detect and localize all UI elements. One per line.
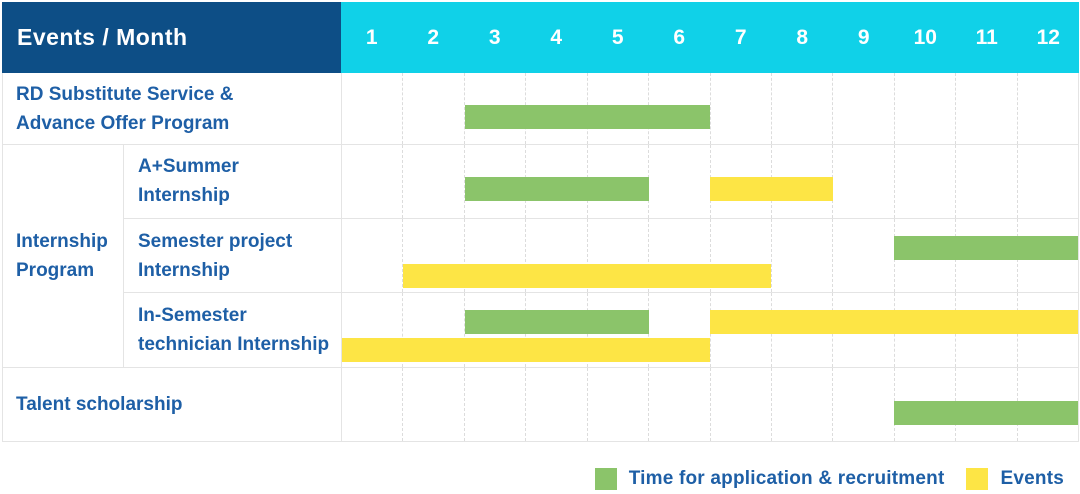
gantt-bar-application: [894, 235, 1078, 260]
row-grid: [342, 218, 1078, 293]
grid-cell: [893, 73, 955, 144]
gantt-bar-application: [464, 310, 649, 335]
grid-cell: [770, 368, 832, 441]
header-events-month: Events / Month: [2, 2, 341, 73]
grid-cell: [709, 368, 771, 441]
gantt-bar-event: [710, 310, 1078, 335]
row-talent-scholarship: Talent scholarship: [3, 368, 1078, 442]
grid-cell: [463, 368, 525, 441]
grid-cell: [525, 218, 586, 293]
legend: Time for application & recruitment Event…: [594, 468, 1064, 490]
month-header-cell: 3: [488, 25, 501, 49]
gantt-bar-event: [342, 338, 710, 363]
grid-cell: [463, 145, 525, 218]
grid-cell: [402, 368, 463, 441]
row-grid: [342, 145, 1078, 218]
month-header-cell: 6: [673, 25, 686, 49]
grid-cell: [402, 73, 463, 144]
month-header-cell: 8: [796, 25, 809, 49]
grid-cell: [402, 293, 463, 368]
table-body: RD Substitute Service & Advance Offer Pr…: [2, 73, 1079, 442]
grid-cell: [342, 145, 402, 218]
row-label: Semester project Internship: [124, 218, 342, 293]
grid-cell: [832, 73, 893, 144]
gantt-bar-application: [894, 400, 1078, 425]
row-a-plus-summer-internship: A+Summer Internship: [124, 145, 1078, 219]
gantt-bar-event: [710, 177, 833, 202]
grid-cell: [463, 73, 525, 144]
gantt-bar-application: [464, 177, 649, 202]
gantt-bar-application: [464, 104, 710, 129]
gantt-bar-event: [403, 263, 772, 288]
month-header-cell: 11: [975, 25, 998, 49]
row-label: A+Summer Internship: [124, 145, 342, 218]
grid-cell: [463, 218, 525, 293]
row-label: RD Substitute Service & Advance Offer Pr…: [3, 73, 342, 144]
row-label: Talent scholarship: [3, 368, 342, 441]
grid-cell: [832, 368, 893, 441]
grid-cell: [709, 218, 771, 293]
grid-cell: [893, 145, 955, 218]
month-header-cell: 9: [857, 25, 870, 49]
legend-item-application: Time for application & recruitment: [594, 468, 945, 490]
row-label: In-Semester technician Internship: [124, 293, 342, 368]
legend-label-events: Events: [1000, 468, 1064, 489]
month-header-cell: 2: [427, 25, 440, 49]
grid-cell: [342, 368, 402, 441]
grid-cell: [402, 145, 463, 218]
grid-cell: [648, 218, 709, 293]
grid-cell: [586, 368, 648, 441]
row-rd-substitute-service: RD Substitute Service & Advance Offer Pr…: [3, 73, 1078, 145]
grid-cell: [402, 218, 463, 293]
grid-cell: [648, 368, 709, 441]
application-color-swatch-icon: [594, 468, 617, 490]
month-header-cell: 4: [550, 25, 563, 49]
grid-cell: [342, 73, 402, 144]
event-color-swatch-icon: [966, 468, 989, 490]
row-in-semester-technician-internship: In-Semester technician Internship: [124, 293, 1078, 368]
grid-cell: [770, 218, 832, 293]
month-header-row: 1 2 3 4 5 6 7 8 9 10 11 12: [341, 2, 1079, 73]
grid-cell: [1016, 73, 1078, 144]
grid-cell: [955, 145, 1016, 218]
table-header-row: Events / Month 1 2 3 4 5 6 7 8 9 10 11 12: [2, 2, 1079, 73]
internship-program-group: Internship Program A+Summer Internship S…: [3, 145, 1078, 368]
month-header-cell: 1: [365, 25, 378, 49]
grid-cell: [832, 145, 893, 218]
grid-cell: [832, 218, 893, 293]
grid-cell: [586, 218, 648, 293]
grid-cell: [1016, 145, 1078, 218]
grid-cell: [463, 293, 525, 368]
month-header-cell: 12: [1036, 25, 1060, 49]
group-rows: A+Summer Internship Semester project Int…: [124, 145, 1078, 368]
grid-cell: [648, 145, 709, 218]
grid-cell: [955, 73, 1016, 144]
legend-label-application: Time for application & recruitment: [628, 468, 945, 489]
row-grid: [342, 368, 1078, 441]
row-grid: [342, 293, 1078, 368]
group-label-internship-program: Internship Program: [3, 145, 124, 367]
month-header-cell: 10: [913, 25, 937, 49]
events-month-table: Events / Month 1 2 3 4 5 6 7 8 9 10 11 12 RD Substi…: [2, 2, 1079, 442]
legend-item-events: Events: [966, 468, 1064, 490]
month-header-cell: 7: [734, 25, 747, 49]
grid-cell: [709, 73, 771, 144]
row-grid: [342, 73, 1078, 144]
grid-cell: [770, 73, 832, 144]
grid-cell: [342, 219, 402, 293]
row-semester-project-internship: Semester project Internship: [124, 218, 1078, 294]
month-header-cell: 5: [611, 25, 624, 49]
grid-cell: [525, 368, 586, 441]
